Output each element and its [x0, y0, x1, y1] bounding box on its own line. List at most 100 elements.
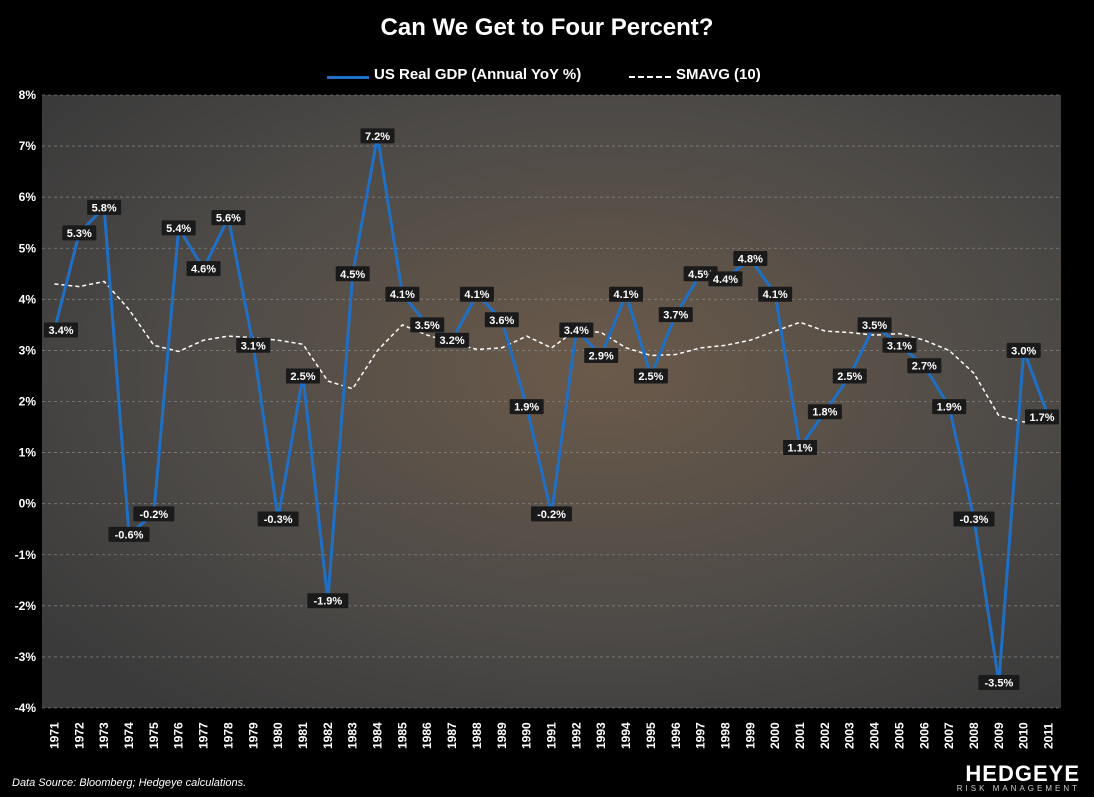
x-tick-label: 1978	[221, 722, 235, 749]
data-labels: 3.4% 5.3% 5.8% -0.6% -0.2% 5.4% 4.6% 5.6% 3.1% -0…	[44, 128, 1059, 690]
data-label-1974: -0.6%	[108, 526, 150, 542]
data-label-text: 5.4%	[166, 223, 191, 235]
data-label-box	[953, 511, 995, 527]
data-label-2000: 4.1%	[758, 286, 793, 302]
data-label-1988: 4.1%	[459, 286, 494, 302]
data-label-box	[360, 128, 395, 144]
x-tick-label: 1974	[122, 722, 136, 749]
data-label-1973: 5.8%	[87, 199, 122, 215]
data-label-box	[285, 368, 320, 384]
data-label-2002: 1.8%	[807, 404, 842, 420]
x-tick-label: 1989	[495, 722, 509, 749]
data-label-text: 3.1%	[241, 340, 266, 352]
x-tick-label: 1982	[321, 722, 335, 749]
legend-label-gdp: US Real GDP (Annual YoY %)	[374, 66, 582, 83]
data-label-2011: 1.7%	[1025, 409, 1059, 425]
legend-label-smavg: SMAVG (10)	[676, 66, 761, 83]
data-label-text: 1.9%	[937, 402, 962, 414]
data-label-1994: 4.1%	[609, 286, 644, 302]
data-label-text: 3.1%	[887, 340, 912, 352]
x-tick-label: 1990	[520, 722, 534, 749]
data-label-text: 4.1%	[614, 289, 639, 301]
data-label-2003: 2.5%	[832, 368, 867, 384]
data-label-box	[857, 317, 892, 333]
data-label-box	[509, 399, 544, 415]
data-label-text: 2.7%	[912, 361, 937, 373]
data-label-box	[108, 526, 150, 542]
data-label-box	[807, 404, 842, 420]
x-tick-label: 1987	[445, 722, 459, 749]
x-tick-label: 1996	[669, 722, 683, 749]
data-label-box	[133, 506, 175, 522]
data-label-2005: 3.1%	[882, 337, 917, 353]
data-label-text: -0.3%	[264, 514, 293, 526]
x-tick-label: 2005	[892, 722, 906, 749]
data-label-text: -0.2%	[139, 509, 168, 521]
x-tick-label: 2001	[793, 722, 807, 749]
x-tick-label: 1986	[420, 722, 434, 749]
data-label-box	[161, 220, 196, 236]
x-tick-label: 1985	[395, 722, 409, 749]
x-tick-label: 2009	[992, 722, 1006, 749]
x-tick-label: 1976	[172, 722, 186, 749]
data-label-text: 4.1%	[763, 289, 788, 301]
data-source-note: Data Source: Bloomberg; Hedgeye calculat…	[12, 777, 247, 789]
data-label-2010: 3.0%	[1006, 342, 1041, 358]
data-label-box	[307, 593, 349, 609]
data-label-2006: 2.7%	[907, 358, 942, 374]
x-tick-label: 2006	[917, 722, 931, 749]
data-label-1982: -1.9%	[307, 593, 349, 609]
data-label-box	[584, 348, 619, 364]
x-tick-label: 1993	[594, 722, 608, 749]
data-label-text: 1.8%	[812, 407, 837, 419]
x-tick-label: 1991	[545, 722, 559, 749]
data-label-box	[1025, 409, 1059, 425]
data-label-1981: 2.5%	[285, 368, 320, 384]
data-label-1996: 3.7%	[658, 307, 693, 323]
x-tick-label: 1983	[346, 722, 360, 749]
y-tick-label: 6%	[19, 190, 37, 204]
x-tick-label: 1994	[619, 722, 633, 749]
data-label-box	[87, 199, 122, 215]
data-label-text: 7.2%	[365, 131, 390, 143]
data-label-2007: 1.9%	[932, 399, 967, 415]
data-label-text: 3.5%	[862, 320, 887, 332]
data-label-box	[410, 317, 445, 333]
data-label-1991: -0.2%	[531, 506, 572, 522]
logo-tagline: RISK MANAGEMENT	[956, 784, 1080, 793]
x-tick-label: 1979	[246, 722, 260, 749]
data-label-text: 5.3%	[67, 228, 92, 240]
data-label-box	[484, 312, 519, 328]
x-tick-label: 2003	[843, 722, 857, 749]
data-label-1972: 5.3%	[62, 225, 97, 241]
x-tick-label: 1971	[47, 722, 61, 749]
data-label-1989: 3.6%	[484, 312, 519, 328]
data-label-1971: 3.4%	[44, 322, 78, 338]
data-label-1992: 3.4%	[559, 322, 594, 338]
data-label-box	[435, 332, 470, 348]
x-axis-ticks: 1971 1972 1973 1974 1975 1976 1977 1978 1979 1980…	[47, 722, 1055, 749]
data-label-text: 4.6%	[191, 264, 216, 276]
data-label-1990: 1.9%	[509, 399, 544, 415]
y-tick-label: 3%	[19, 343, 37, 357]
x-tick-label: 2004	[868, 722, 882, 749]
data-label-text: 2.5%	[837, 371, 862, 383]
data-label-text: 4.5%	[340, 269, 365, 281]
data-label-text: -0.3%	[960, 514, 989, 526]
y-tick-label: 5%	[19, 241, 37, 255]
data-label-1975: -0.2%	[133, 506, 175, 522]
data-label-text: 2.5%	[638, 371, 663, 383]
data-label-text: -0.2%	[537, 509, 566, 521]
data-label-text: 3.6%	[489, 315, 514, 327]
x-tick-label: 2008	[967, 722, 981, 749]
x-tick-label: 1975	[147, 722, 161, 749]
data-label-1984: 7.2%	[360, 128, 395, 144]
data-label-text: 4.1%	[464, 289, 489, 301]
data-label-1986: 3.5%	[410, 317, 445, 333]
x-tick-label: 1972	[72, 722, 86, 749]
y-axis-ticks: 8% 7% 6% 5% 4% 3% 2% 1% 0% -1% -2% -3% -4%	[15, 88, 37, 715]
data-label-text: -0.6%	[115, 529, 144, 541]
data-label-text: 3.0%	[1011, 345, 1036, 357]
y-tick-label: -2%	[15, 599, 37, 613]
